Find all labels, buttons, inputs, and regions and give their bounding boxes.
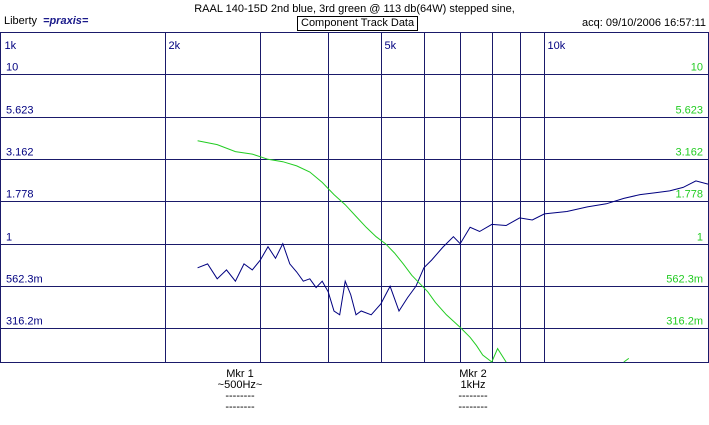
y-tick-label-right: 5.623 (675, 105, 703, 117)
x-tick-label: 5k (385, 40, 397, 52)
acquisition-timestamp: acq: 09/10/2006 16:57:11 (582, 17, 706, 29)
y-tick-label-left: 1.778 (6, 189, 34, 201)
plot-frame (0, 32, 709, 363)
grid (0, 32, 709, 363)
marker-1-line2: -------- (225, 401, 255, 413)
marker-2-line2: -------- (458, 401, 488, 413)
y-tick-label-right: 316.2m (666, 316, 703, 328)
y-tick-label-right: 1 (697, 232, 703, 244)
y-tick-label-left: 316.2m (6, 316, 43, 328)
series-line-green-2 (623, 357, 630, 363)
x-tick-label: 1k (5, 40, 17, 52)
y-tick-label-right: 10 (691, 62, 703, 74)
chart-subtitle: Component Track Data (297, 16, 419, 31)
y-tick-label-left: 10 (6, 62, 18, 74)
marker-2-readout: Mkr 2 1kHz -------- -------- (438, 369, 508, 413)
marker-1-readout: Mkr 1 ~500Hz~ -------- -------- (205, 369, 275, 413)
app-name: Liberty (4, 15, 38, 27)
y-tick-label-right: 3.162 (675, 147, 703, 159)
series-line-blue-0 (197, 180, 709, 316)
marker-1-value: ~500Hz~ (217, 379, 263, 391)
marker-2-value: 1kHz (460, 379, 486, 391)
marker-2-line1: -------- (458, 390, 488, 402)
marker-1-line1: -------- (225, 390, 255, 402)
marker-2-label: Mkr 2 (459, 368, 487, 380)
app-brand: =praxis= (43, 15, 89, 27)
marker-1-label: Mkr 1 (226, 368, 254, 380)
x-tick-label: 2k (169, 40, 181, 52)
y-tick-label-left: 3.162 (6, 147, 34, 159)
series-line-green-1 (197, 140, 507, 363)
y-tick-label-right: 1.778 (675, 189, 703, 201)
plot-area[interactable]: 1k 2k 5k 10k 10 10 5.623 5.623 3.162 3.162 1.778 1.… (0, 32, 709, 364)
y-tick-label-left: 562.3m (6, 274, 43, 286)
y-tick-label-left: 5.623 (6, 105, 34, 117)
series-layer (197, 140, 709, 363)
y-tick-label-right: 562.3m (666, 274, 703, 286)
chart-title: RAAL 140-15D 2nd blue, 3rd green @ 113 d… (194, 3, 515, 15)
y-tick-label-left: 1 (6, 232, 12, 244)
tick-labels: 1k 2k 5k 10k 10 10 5.623 5.623 3.162 3.162 1.778 1.… (5, 40, 704, 328)
app-title: Liberty =praxis= (4, 15, 88, 27)
x-tick-label: 10k (548, 40, 566, 52)
